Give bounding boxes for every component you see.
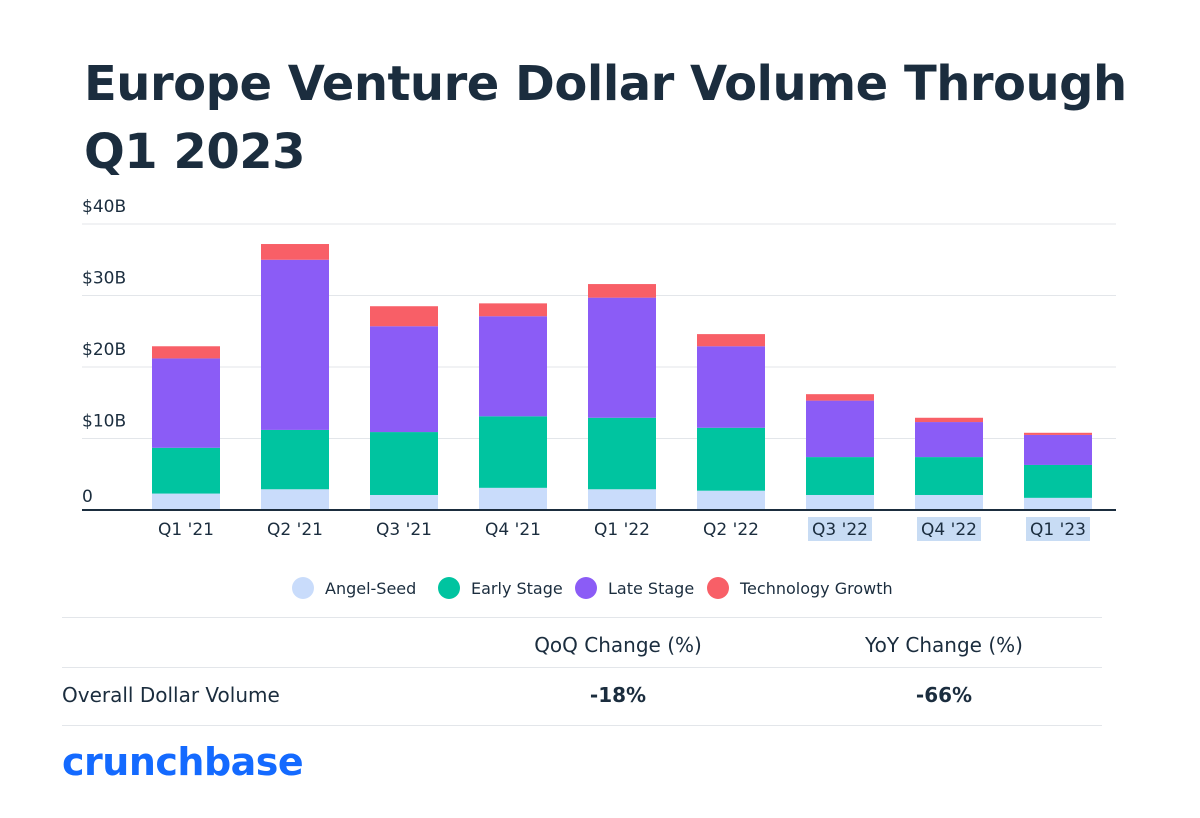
bar-segment-angel-seed (806, 494, 874, 510)
table-divider (62, 725, 1102, 726)
yoy-header: YoY Change (%) (865, 633, 1023, 657)
y-tick-label: 0 (82, 487, 93, 507)
bar-segment-early-stage (261, 429, 329, 490)
legend-swatch (292, 577, 314, 599)
legend-swatch (707, 577, 729, 599)
x-tick-label: Q1 '23 (1030, 520, 1086, 540)
bar-segment-early-stage (697, 427, 765, 491)
table-divider (62, 617, 1102, 618)
bar-segment-technology-growth (588, 284, 656, 298)
bar-segment-late-stage (261, 259, 329, 430)
bar-segment-late-stage (479, 316, 547, 417)
bar-segment-late-stage (588, 297, 656, 418)
y-tick-label: $10B (82, 412, 126, 432)
bar-segment-angel-seed (915, 494, 983, 510)
bar-segment-early-stage (479, 416, 547, 488)
legend-label: Angel-Seed (325, 578, 417, 598)
legend: Angel-Seed Early Stage Late Stage Technolog… (0, 574, 1200, 602)
legend-label: Early Stage (471, 578, 563, 598)
x-tick-highlight (917, 517, 981, 541)
x-tick-highlight (808, 517, 872, 541)
bar-segment-technology-growth (152, 346, 220, 359)
bar-segment-early-stage (588, 417, 656, 490)
bar-segment-angel-seed (370, 494, 438, 510)
bar-segment-early-stage (152, 447, 220, 494)
bar-segment-late-stage (370, 326, 438, 433)
bar-segment-technology-growth (370, 306, 438, 327)
bar-segment-early-stage (370, 432, 438, 495)
table-divider (62, 667, 1102, 668)
y-tick-label: $20B (82, 340, 126, 360)
bar-segment-late-stage (806, 400, 874, 458)
legend-item: Late Stage (575, 574, 694, 602)
x-tick-label: Q2 '22 (703, 520, 759, 540)
x-tick-label: Q4 '21 (485, 520, 541, 540)
x-tick-label: Q3 '21 (376, 520, 432, 540)
chart-title: Europe Venture Dollar Volume Through Q1 … (84, 56, 1127, 180)
qoq-value: -18% (589, 683, 647, 707)
x-tick-label: Q4 '22 (921, 520, 977, 540)
bar-segment-angel-seed (588, 489, 656, 510)
bar-segment-angel-seed (697, 490, 765, 510)
x-tick-label: Q2 '21 (267, 520, 323, 540)
y-tick-label: $40B (82, 197, 126, 217)
bar-segment-early-stage (915, 457, 983, 495)
x-tick-label: Q1 '22 (594, 520, 650, 540)
bar-segment-angel-seed (261, 489, 329, 510)
x-tick-label: Q1 '21 (158, 520, 214, 540)
bar-segment-technology-growth (479, 303, 547, 317)
bar-segment-angel-seed (152, 493, 220, 510)
legend-item: Early Stage (438, 574, 563, 602)
legend-swatch (438, 577, 460, 599)
legend-label: Technology Growth (740, 578, 893, 598)
bar-segment-angel-seed (479, 487, 547, 510)
bar-segment-technology-growth (697, 334, 765, 347)
bar-segment-technology-growth (915, 417, 983, 423)
bar-segment-late-stage (1024, 434, 1092, 465)
bar-segment-late-stage (915, 422, 983, 458)
bar-segment-late-stage (697, 346, 765, 428)
stacked-bar-chart: 0 $10B $20B $30B $40B Q1 '21 Q2 '21 Q3 '21 Q4 '2… (82, 197, 1116, 541)
y-tick-label: $30B (82, 269, 126, 289)
bar-segment-technology-growth (806, 394, 874, 401)
qoq-header: QoQ Change (%) (534, 633, 702, 657)
crunchbase-logo: crunchbase (62, 740, 304, 784)
x-tick-highlight (1026, 517, 1090, 541)
legend-swatch (575, 577, 597, 599)
x-tick-label: Q3 '22 (812, 520, 868, 540)
bar-segment-early-stage (1024, 464, 1092, 498)
bar-segment-angel-seed (1024, 497, 1092, 510)
legend-item: Angel-Seed (292, 574, 416, 602)
legend-label: Late Stage (608, 578, 695, 598)
bar-segment-technology-growth (1024, 432, 1092, 435)
bar-segment-technology-growth (261, 244, 329, 260)
row-label: Overall Dollar Volume (62, 683, 280, 707)
legend-item: Technology Growth (707, 574, 893, 602)
bar-segment-early-stage (806, 457, 874, 495)
yoy-value: -66% (915, 683, 973, 707)
bar-segment-late-stage (152, 358, 220, 448)
